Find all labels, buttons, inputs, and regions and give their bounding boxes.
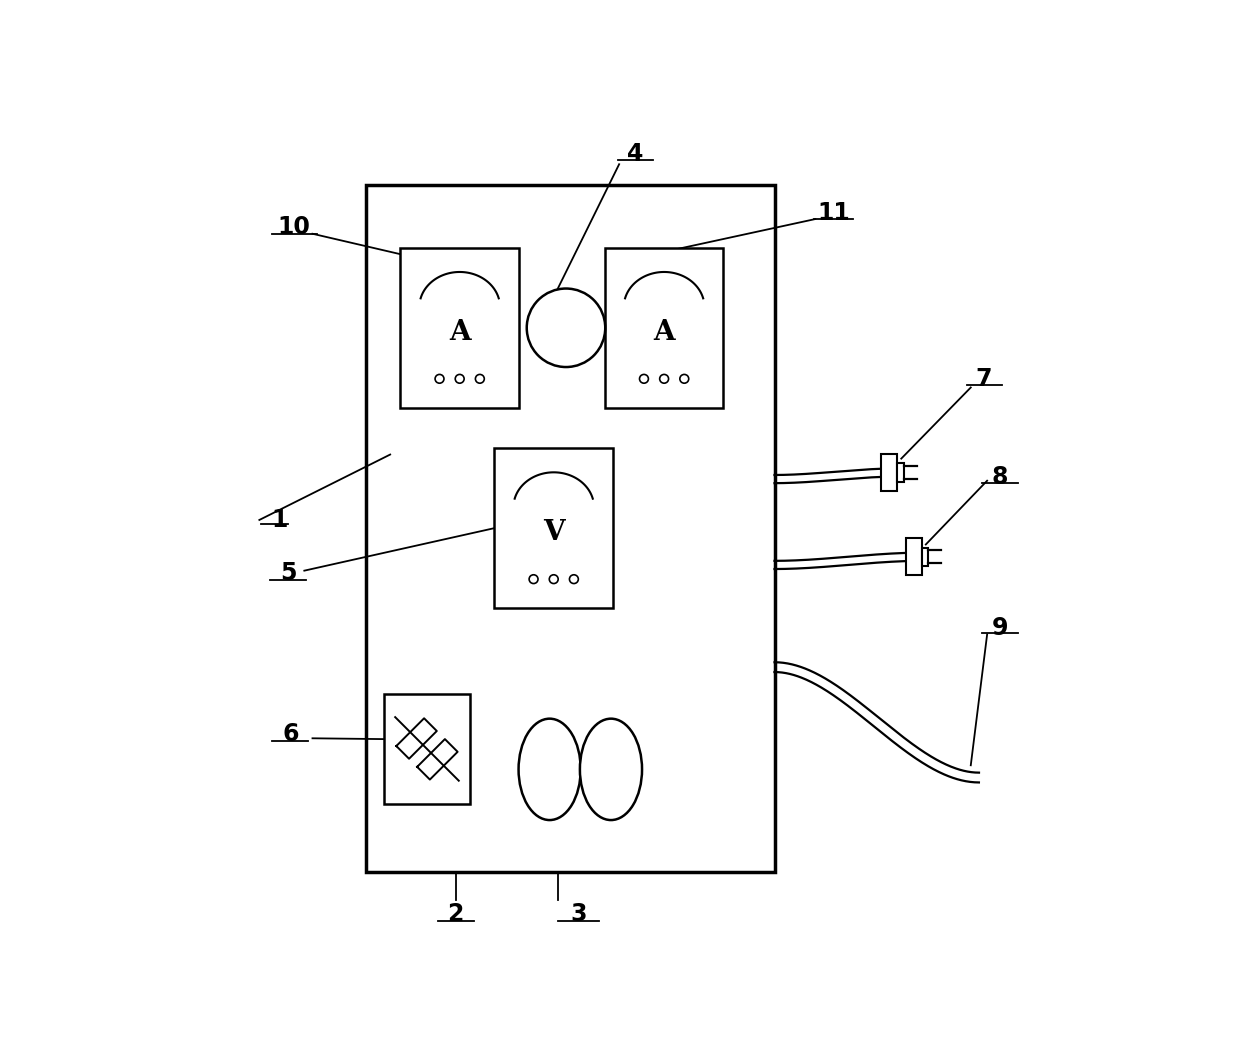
Bar	[898, 463, 904, 482]
Text: 8: 8	[992, 465, 1008, 490]
Text: 4: 4	[627, 141, 644, 166]
Ellipse shape	[680, 375, 688, 383]
Bar	[882, 455, 898, 491]
Text: 1: 1	[272, 508, 288, 532]
Text: 7: 7	[976, 367, 992, 391]
Ellipse shape	[529, 575, 538, 583]
Ellipse shape	[435, 375, 444, 383]
Text: A: A	[653, 319, 675, 346]
Bar	[401, 249, 520, 408]
Bar	[605, 249, 723, 408]
Ellipse shape	[475, 375, 485, 383]
Text: V: V	[543, 519, 564, 547]
Text: 5: 5	[280, 561, 296, 585]
Bar	[906, 538, 921, 575]
Text: 10: 10	[278, 216, 310, 239]
Bar	[384, 693, 470, 804]
Text: 2: 2	[448, 902, 464, 926]
Text: 3: 3	[570, 902, 587, 926]
Bar	[366, 185, 775, 872]
Ellipse shape	[660, 375, 668, 383]
Text: 11: 11	[817, 202, 849, 225]
Text: A: A	[449, 319, 470, 346]
Ellipse shape	[518, 719, 580, 820]
Ellipse shape	[569, 575, 578, 583]
Bar	[495, 448, 613, 607]
Text: 9: 9	[992, 616, 1008, 640]
Ellipse shape	[455, 375, 464, 383]
Text: 6: 6	[283, 722, 299, 747]
Bar	[921, 548, 929, 566]
Circle shape	[527, 289, 605, 367]
Ellipse shape	[640, 375, 649, 383]
Ellipse shape	[580, 719, 642, 820]
Ellipse shape	[549, 575, 558, 583]
